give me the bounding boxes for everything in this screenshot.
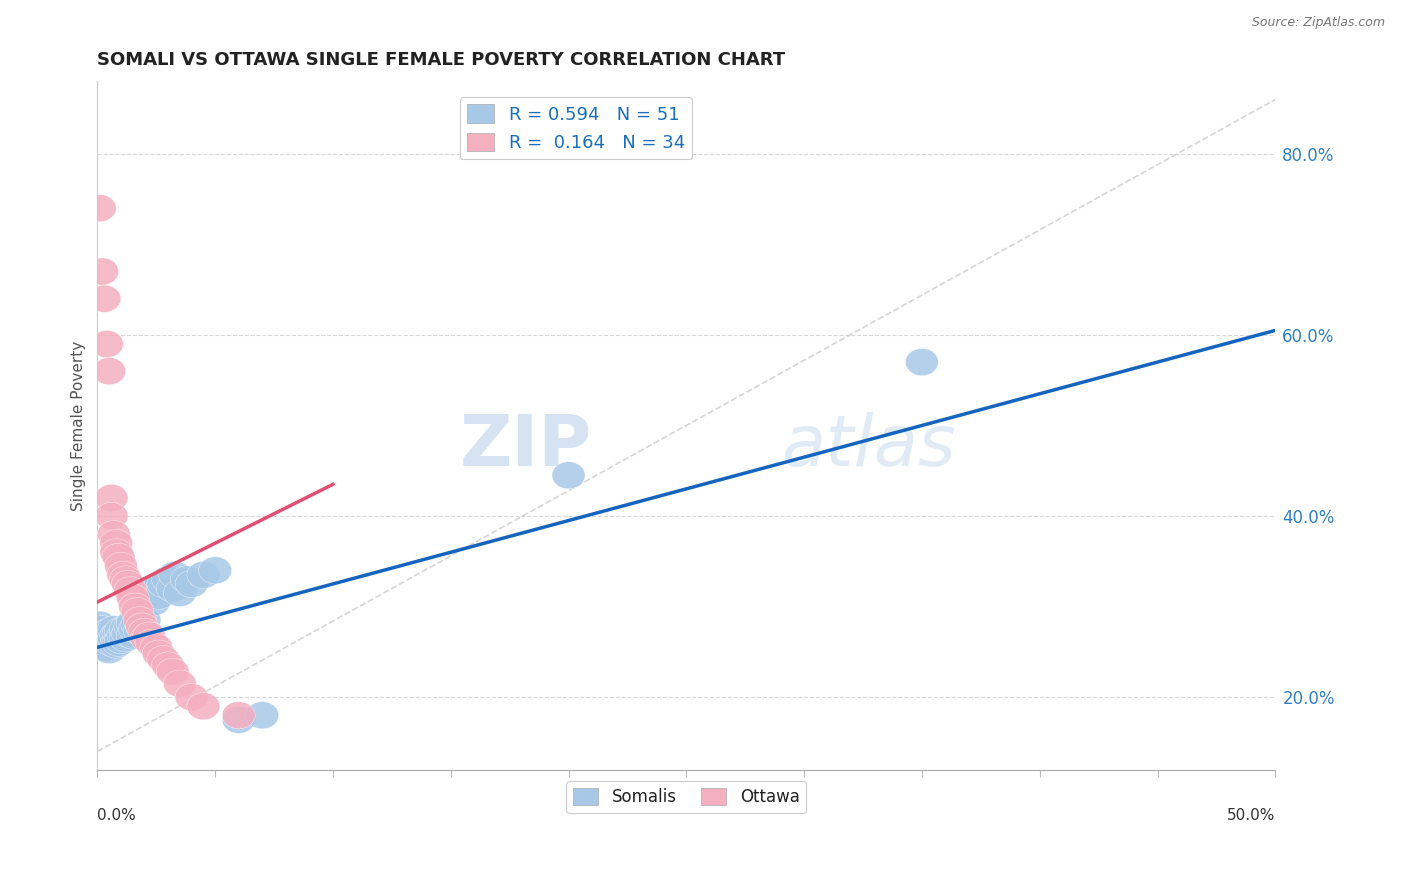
Ellipse shape	[89, 285, 121, 312]
Ellipse shape	[121, 611, 153, 639]
Ellipse shape	[905, 349, 938, 376]
Ellipse shape	[146, 646, 180, 673]
Ellipse shape	[222, 706, 256, 733]
Text: 0.0%: 0.0%	[97, 808, 136, 823]
Ellipse shape	[90, 330, 124, 358]
Ellipse shape	[198, 557, 232, 584]
Ellipse shape	[128, 618, 160, 646]
Ellipse shape	[93, 358, 125, 384]
Ellipse shape	[110, 615, 142, 643]
Ellipse shape	[111, 570, 145, 598]
Ellipse shape	[103, 543, 135, 570]
Ellipse shape	[152, 652, 184, 679]
Ellipse shape	[132, 622, 166, 649]
Ellipse shape	[100, 530, 132, 557]
Ellipse shape	[156, 574, 190, 602]
Ellipse shape	[100, 539, 132, 566]
Ellipse shape	[146, 570, 180, 598]
Ellipse shape	[103, 629, 135, 657]
Text: Source: ZipAtlas.com: Source: ZipAtlas.com	[1251, 16, 1385, 29]
Ellipse shape	[97, 615, 131, 643]
Ellipse shape	[93, 637, 125, 664]
Ellipse shape	[187, 692, 219, 720]
Ellipse shape	[83, 194, 117, 222]
Ellipse shape	[222, 702, 256, 729]
Ellipse shape	[142, 582, 176, 609]
Ellipse shape	[139, 633, 173, 661]
Ellipse shape	[97, 624, 131, 652]
Ellipse shape	[89, 629, 121, 657]
Ellipse shape	[553, 462, 585, 489]
Ellipse shape	[163, 670, 197, 698]
Ellipse shape	[114, 613, 146, 640]
Ellipse shape	[86, 258, 118, 285]
Text: ZIP: ZIP	[460, 411, 592, 481]
Ellipse shape	[96, 484, 128, 511]
Ellipse shape	[110, 624, 142, 652]
Ellipse shape	[131, 624, 163, 652]
Ellipse shape	[104, 617, 138, 645]
Ellipse shape	[93, 618, 125, 646]
Ellipse shape	[124, 617, 156, 645]
Ellipse shape	[96, 502, 128, 530]
Ellipse shape	[90, 622, 124, 649]
Ellipse shape	[83, 611, 117, 639]
Ellipse shape	[152, 566, 184, 593]
Ellipse shape	[132, 584, 166, 611]
Ellipse shape	[93, 627, 125, 655]
Ellipse shape	[135, 577, 169, 604]
Ellipse shape	[90, 631, 124, 658]
Ellipse shape	[103, 620, 135, 648]
Ellipse shape	[96, 629, 128, 657]
Ellipse shape	[118, 593, 152, 620]
Y-axis label: Single Female Poverty: Single Female Poverty	[72, 341, 86, 510]
Ellipse shape	[110, 566, 142, 593]
Text: atlas: atlas	[780, 411, 955, 481]
Ellipse shape	[121, 598, 153, 624]
Text: SOMALI VS OTTAWA SINGLE FEMALE POVERTY CORRELATION CHART: SOMALI VS OTTAWA SINGLE FEMALE POVERTY C…	[97, 51, 786, 69]
Ellipse shape	[111, 620, 145, 648]
Ellipse shape	[100, 631, 132, 658]
Ellipse shape	[89, 633, 121, 661]
Ellipse shape	[114, 577, 146, 604]
Legend: Somalis, Ottawa: Somalis, Ottawa	[567, 781, 806, 813]
Ellipse shape	[117, 584, 149, 611]
Ellipse shape	[125, 613, 159, 640]
Ellipse shape	[156, 658, 190, 685]
Ellipse shape	[176, 570, 208, 598]
Ellipse shape	[100, 622, 132, 649]
Text: 50.0%: 50.0%	[1227, 808, 1275, 823]
Ellipse shape	[246, 702, 278, 729]
Ellipse shape	[97, 521, 131, 548]
Ellipse shape	[86, 624, 118, 652]
Ellipse shape	[117, 622, 149, 649]
Ellipse shape	[142, 640, 176, 667]
Ellipse shape	[118, 615, 152, 643]
Ellipse shape	[138, 589, 170, 615]
Ellipse shape	[96, 620, 128, 648]
Ellipse shape	[124, 607, 156, 633]
Ellipse shape	[163, 580, 197, 607]
Ellipse shape	[89, 620, 121, 648]
Ellipse shape	[176, 683, 208, 711]
Ellipse shape	[170, 566, 204, 593]
Ellipse shape	[125, 613, 159, 640]
Ellipse shape	[139, 574, 173, 602]
Ellipse shape	[187, 561, 219, 589]
Ellipse shape	[104, 552, 138, 580]
Ellipse shape	[107, 622, 139, 649]
Ellipse shape	[159, 561, 191, 589]
Ellipse shape	[104, 626, 138, 654]
Ellipse shape	[128, 607, 160, 633]
Ellipse shape	[107, 561, 139, 589]
Ellipse shape	[86, 615, 118, 643]
Ellipse shape	[117, 609, 149, 637]
Ellipse shape	[135, 629, 169, 657]
